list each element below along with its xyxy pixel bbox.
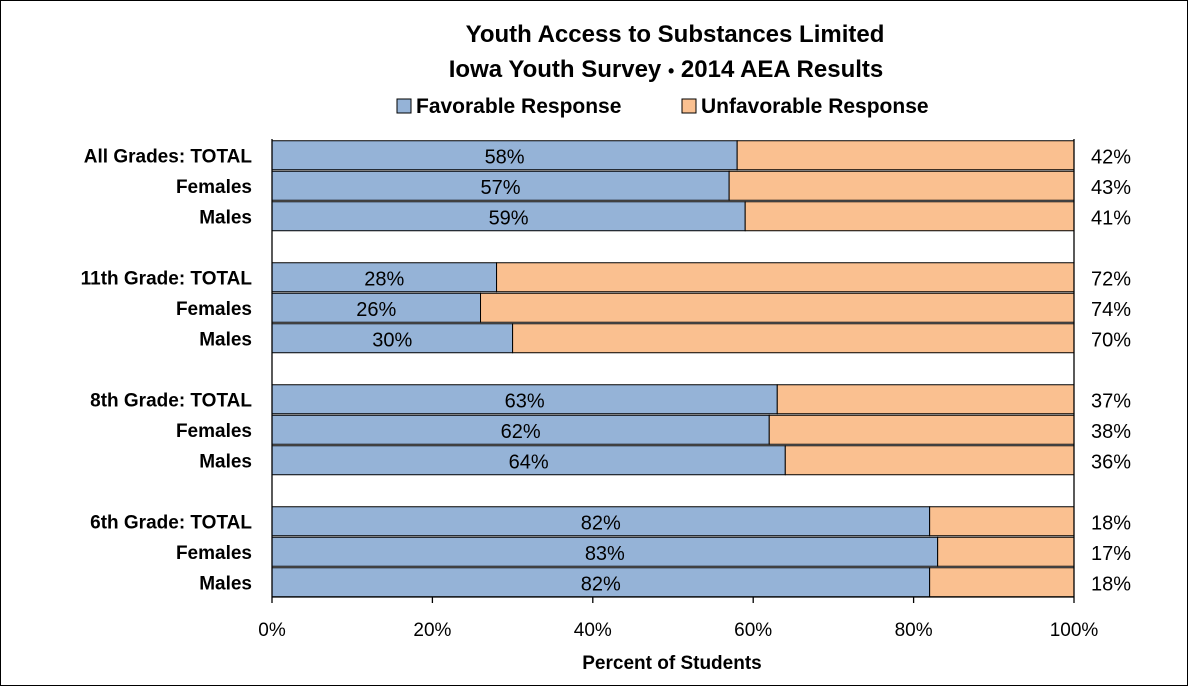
category-label: All Grades: TOTAL: [84, 146, 253, 167]
data-label-unfavorable: 18%: [1091, 512, 1131, 534]
legend: Favorable Response Unfavorable Response: [396, 95, 929, 118]
data-label-unfavorable: 17%: [1091, 543, 1131, 565]
data-label-unfavorable: 41%: [1091, 207, 1131, 229]
x-tick-label: 20%: [413, 620, 451, 641]
category-label: Males: [199, 329, 252, 350]
legend-swatch-unfavorable: [681, 98, 697, 114]
bar-unfavorable-all-grades-males: [744, 201, 1075, 232]
bar-unfavorable-11th-grade-females: [480, 292, 1075, 323]
chart-title-separator: •: [668, 61, 674, 81]
chart-title-results: 2014 AEA Results: [681, 56, 883, 83]
category-label: 8th Grade: TOTAL: [90, 390, 252, 411]
x-axis: 0% 20% 40% 60% 80% 100%: [258, 139, 1098, 641]
data-label-favorable: 57%: [481, 177, 521, 199]
data-label-unfavorable: 72%: [1091, 268, 1131, 290]
plot-area: All Grades: TOTAL 58% 42% Females 57% 43% Male…: [81, 140, 1131, 598]
data-label-favorable: 26%: [356, 299, 396, 321]
data-label-favorable: 62%: [501, 421, 541, 443]
legend-label-favorable: Favorable Response: [416, 95, 621, 118]
legend-label-unfavorable: Unfavorable Response: [701, 95, 929, 118]
bar-unfavorable-6th-grade-males: [929, 567, 1075, 598]
bar-favorable-11th-grade-total: [271, 262, 498, 293]
bar-unfavorable-11th-grade-males: [512, 323, 1075, 354]
data-label-favorable: 83%: [585, 543, 625, 565]
x-tick-label: 80%: [895, 620, 933, 641]
bar-favorable-all-grades-females: [271, 170, 730, 201]
bar-unfavorable-all-grades-total: [736, 140, 1075, 171]
bar-favorable-8th-grade-males: [271, 445, 786, 476]
x-tick-label: 40%: [574, 620, 612, 641]
bar-favorable-11th-grade-males: [271, 323, 514, 354]
data-label-unfavorable: 74%: [1091, 299, 1131, 321]
data-label-favorable: 82%: [581, 573, 621, 595]
chart-title-survey: Iowa Youth Survey: [449, 56, 662, 83]
data-label-favorable: 59%: [489, 207, 529, 229]
data-label-favorable: 58%: [485, 146, 525, 168]
data-label-unfavorable: 70%: [1091, 329, 1131, 351]
bar-favorable-all-grades-total: [271, 140, 738, 171]
data-label-unfavorable: 18%: [1091, 573, 1131, 595]
category-label: Females: [176, 421, 252, 442]
category-label: 11th Grade: TOTAL: [81, 268, 253, 289]
data-label-unfavorable: 42%: [1091, 146, 1131, 168]
data-label-favorable: 63%: [505, 390, 545, 412]
x-tick-label: 0%: [258, 620, 286, 641]
x-tick-label: 100%: [1050, 620, 1099, 641]
bar-unfavorable-11th-grade-total: [496, 262, 1075, 293]
data-label-favorable: 64%: [509, 451, 549, 473]
data-label-unfavorable: 36%: [1091, 451, 1131, 473]
data-label-unfavorable: 37%: [1091, 390, 1131, 412]
chart-title-line1: Youth Access to Substances Limited: [466, 21, 885, 48]
data-label-favorable: 82%: [581, 512, 621, 534]
bar-unfavorable-all-grades-females: [728, 170, 1075, 201]
category-label: 6th Grade: TOTAL: [90, 512, 252, 533]
category-label: Females: [176, 543, 252, 564]
x-tick-label: 60%: [734, 620, 772, 641]
category-label: Males: [199, 207, 252, 228]
bar-favorable-6th-grade-females: [271, 536, 939, 567]
category-label: Males: [199, 451, 252, 472]
chart-title-line2: Iowa Youth Survey • 2014 AEA Results: [449, 56, 883, 83]
x-axis-label: Percent of Students: [582, 653, 761, 674]
bar-unfavorable-8th-grade-females: [768, 414, 1075, 445]
category-label: Females: [176, 177, 252, 198]
data-label-favorable: 28%: [364, 268, 404, 290]
data-label-unfavorable: 38%: [1091, 421, 1131, 443]
bar-unfavorable-6th-grade-females: [937, 536, 1075, 567]
bar-unfavorable-8th-grade-total: [776, 384, 1075, 415]
bar-unfavorable-6th-grade-total: [929, 506, 1075, 537]
legend-swatch-favorable: [396, 98, 412, 114]
bar-unfavorable-8th-grade-males: [784, 445, 1075, 476]
category-label: Males: [199, 573, 252, 594]
data-label-favorable: 30%: [372, 329, 412, 351]
data-label-unfavorable: 43%: [1091, 177, 1131, 199]
category-label: Females: [176, 299, 252, 320]
